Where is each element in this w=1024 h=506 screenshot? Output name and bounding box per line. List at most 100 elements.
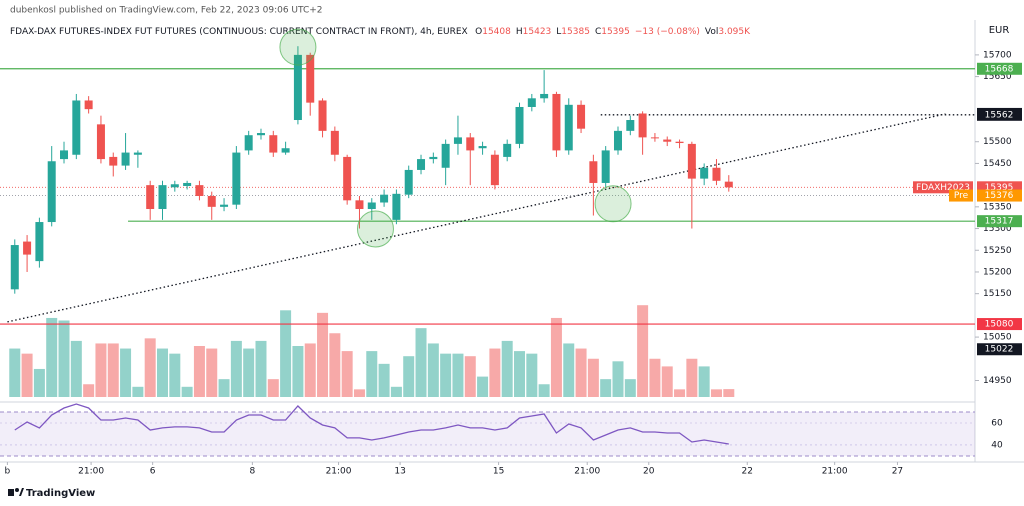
candle-body [453, 137, 462, 144]
title: FDAX-DAX FUTURES-INDEX FUT FUTURES (CONT… [10, 27, 468, 37]
candle-body [417, 159, 426, 170]
volume-bar [193, 346, 205, 397]
volume-bar [181, 386, 193, 397]
candle-body [96, 124, 105, 160]
candle-body [195, 185, 204, 196]
volume-bar [698, 366, 710, 397]
y-tick-label: 15650 [983, 72, 1012, 82]
volume-bar [514, 351, 526, 397]
volume-bar [550, 317, 562, 397]
volume-bar [427, 343, 439, 397]
volume-bar [353, 389, 365, 397]
candle-body [121, 152, 130, 166]
annotation-circle [356, 210, 394, 248]
candle-body [244, 135, 253, 151]
candle-body [663, 139, 672, 142]
volume-bar [341, 351, 353, 397]
y-tick-label: 15200 [983, 267, 1012, 277]
candle-body [466, 137, 475, 151]
candle-body [330, 130, 339, 155]
y-tick-label: 15700 [983, 50, 1012, 60]
volume-bar [538, 384, 550, 397]
trendline [7, 113, 946, 323]
volume-bar [206, 348, 218, 397]
volume-bar [686, 358, 698, 397]
candle-body [687, 143, 696, 179]
candle-body [170, 184, 179, 188]
price-label-box [977, 318, 1022, 331]
volume-bar [452, 353, 464, 397]
candle-body [613, 130, 622, 151]
candle-body [207, 195, 216, 207]
candle-body [638, 113, 647, 138]
candle-body [306, 54, 315, 103]
candle-body [72, 100, 81, 155]
change: −13 (−0.08%) [635, 27, 700, 37]
candle-body [712, 167, 721, 181]
volume-bar [329, 333, 341, 397]
candle-body [133, 152, 142, 155]
x-tick-label: 21:00 [78, 467, 104, 477]
legend-label: O [475, 27, 482, 37]
candle-body [404, 169, 413, 195]
legend-label: H [516, 27, 523, 37]
volume-bar [600, 379, 612, 397]
rsi-band [0, 412, 975, 456]
volume-bar [46, 317, 58, 397]
candle-body [47, 161, 56, 223]
candle-body [220, 204, 229, 207]
candle-body [23, 241, 32, 255]
price-name-box [949, 189, 973, 202]
price-label: 15376 [985, 191, 1014, 201]
price-label: 15395 [985, 183, 1014, 193]
volume-bar [612, 361, 624, 397]
candle-body [318, 100, 327, 131]
candle-body [84, 100, 93, 110]
price-name: Pre [954, 191, 969, 201]
legend-value: 15423 [523, 27, 552, 37]
x-tick-label: 20 [643, 467, 655, 477]
volume-bar [710, 389, 722, 397]
candle-body [564, 104, 573, 151]
volume-bar [624, 379, 636, 397]
volume-bar [661, 366, 673, 397]
volume-bar [366, 351, 378, 397]
price-label: 15317 [985, 217, 1014, 227]
brand: TradingView [26, 488, 95, 499]
volume-bar [390, 386, 402, 397]
volume-bar [526, 353, 538, 397]
volume-bar [255, 340, 267, 397]
candle-body [158, 185, 167, 210]
candle-body [256, 133, 265, 136]
volume-value: 3.095K [718, 27, 751, 37]
logo [8, 488, 24, 496]
candle-body [503, 143, 512, 157]
legend-value: 15385 [561, 27, 590, 37]
volume-bar [107, 343, 119, 397]
volume-bar [58, 320, 70, 397]
candle-body [60, 150, 69, 160]
volume-bar [70, 340, 82, 397]
x-tick-label: 8 [250, 467, 256, 477]
price-label-box [977, 62, 1022, 75]
x-tick-label: 21:00 [574, 467, 600, 477]
volume-bar [304, 343, 316, 397]
volume-bar [477, 376, 489, 397]
volume-bar [674, 389, 686, 397]
candle-body [577, 104, 586, 129]
volume-label: Vol [705, 27, 718, 37]
y-tick-label: 15150 [983, 289, 1012, 299]
candle-body [281, 148, 290, 153]
candle-body [675, 141, 684, 144]
x-tick-label: b [5, 467, 11, 477]
volume-bar [587, 358, 599, 397]
volume-bar [649, 358, 661, 397]
candle-body [515, 106, 524, 144]
x-tick-label: 13 [394, 467, 405, 477]
y-tick-label: 15300 [983, 224, 1012, 234]
candle-body [269, 135, 278, 153]
legend-label: L [556, 27, 561, 37]
volume-bar [21, 353, 33, 397]
price-label: 15080 [985, 320, 1014, 330]
